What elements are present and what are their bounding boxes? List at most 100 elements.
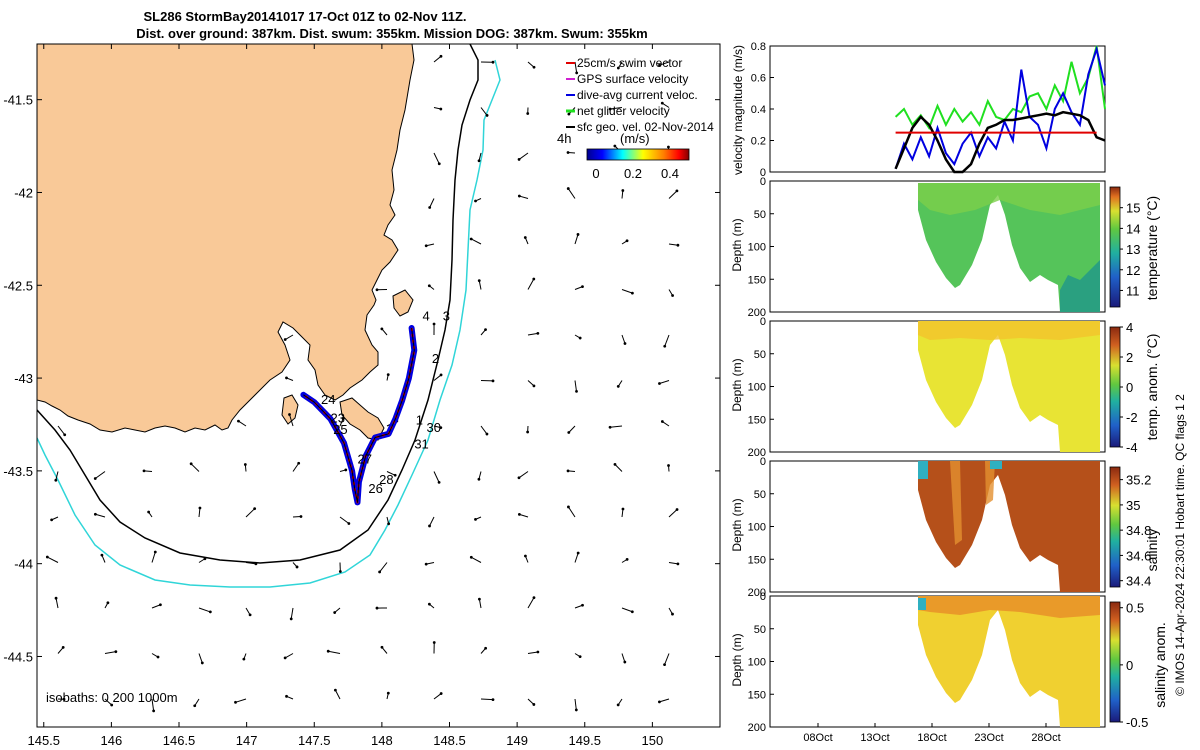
sfc-arrow	[292, 462, 300, 472]
isobaths-label: isobaths: 0 200 1000m	[46, 690, 178, 705]
sfc-arrow	[55, 471, 59, 481]
sfc-arrow-head	[625, 239, 629, 243]
sfc-arrow	[659, 698, 670, 703]
sfc-arrow-head	[667, 464, 670, 467]
sfc-arrow	[386, 471, 396, 476]
salinity-panel: Depth (m) salinity 0 50 100 150 200 34.4 34.6 3…	[730, 456, 1160, 599]
section-ytick-label: 0	[760, 316, 766, 328]
sfc-arrow	[429, 516, 435, 527]
sfc-arrow-head	[198, 506, 202, 510]
sfc-arrow	[568, 425, 576, 433]
sfc-arrow	[668, 509, 678, 518]
sfc-arrow-head	[347, 522, 351, 525]
sfc-arrow	[668, 190, 678, 199]
map-xtick-label: 146	[101, 733, 123, 748]
sfc-arrow-head	[427, 284, 431, 288]
title-line2: Dist. over ground: 387km. Dist. swum: 35…	[136, 26, 648, 41]
sfc-arrow-head	[93, 477, 97, 480]
map-ytick-label: -41.5	[3, 93, 33, 108]
sfc-arrow-head	[581, 603, 584, 607]
sfc-arrow-head	[424, 562, 428, 566]
colorbar-tick-0: 0	[592, 166, 599, 181]
temperature-colorbar	[1109, 186, 1121, 308]
section-panels: Depth (m) temperature (°C) 0501001502001…	[730, 176, 1168, 744]
sfc-arrow-head	[575, 389, 578, 393]
sfc-arrow-head	[432, 322, 436, 326]
sfc-arrow-head	[387, 522, 391, 526]
sfc-arrow	[94, 471, 106, 479]
island-maria	[392, 289, 414, 317]
temp-anomaly-ylabel: Depth (m)	[730, 358, 744, 411]
sfc-arrow-head	[536, 331, 540, 335]
salinity-colorbar	[1109, 466, 1121, 588]
sfc-arrow-head	[567, 505, 570, 509]
sfc-arrow-head	[517, 158, 521, 161]
section-ytick-label: 200	[748, 587, 766, 599]
colorbar-tick-label: -4	[1126, 440, 1138, 455]
sfc-arrow	[151, 604, 161, 609]
sfc-arrow-head	[675, 508, 679, 511]
colorbar-tick-label: 35	[1126, 498, 1140, 513]
sfc-arrow	[480, 107, 488, 116]
sfc-arrow-head	[630, 291, 634, 295]
salinity-ticks: 0 50 100 150 200 34.4 34.6 34.8 35 35.2	[748, 456, 1152, 599]
sfc-arrow	[198, 507, 201, 518]
sfc-arrow-head	[427, 602, 431, 606]
section-ytick-label: 50	[754, 349, 766, 361]
sfc-arrow	[328, 650, 341, 654]
day-label: 27	[358, 451, 372, 466]
temp-anomaly-colorbar	[1109, 326, 1121, 448]
sfc-arrow-head	[517, 476, 521, 480]
sfc-arrow-head	[393, 473, 397, 477]
colorbar-tick-label: 34.8	[1126, 523, 1151, 538]
sfc-arrow-head	[658, 700, 661, 704]
temperature-ylabel: Depth (m)	[730, 218, 744, 271]
map-frame	[36, 43, 721, 728]
salinity-fresh-patch-2	[990, 461, 1002, 469]
sfc-arrow-head	[616, 385, 620, 388]
sfc-arrow	[289, 414, 294, 427]
time-tick-label: 23Oct	[974, 732, 1003, 744]
colorbar-tick-label: 14	[1126, 221, 1140, 236]
sfc-arrow	[55, 598, 59, 609]
sfc-arrow-head	[474, 517, 477, 521]
map-ytick-label: -44	[14, 557, 33, 572]
sfc-arrow-head	[474, 199, 477, 203]
sfc-arrow-head	[243, 463, 247, 466]
salinity-light-streak-2	[985, 461, 995, 505]
velocity-series-line	[894, 45, 1106, 170]
temperature-panel: Depth (m) temperature (°C) 0 50 100 150 200 1…	[730, 176, 1160, 319]
colorbar-tick-label: 11	[1126, 283, 1140, 298]
time-tick-label: 08Oct	[803, 732, 832, 744]
salinity-anomaly-ticks: 0 50 100 150 200 -0.5 0 0.5	[748, 591, 1149, 734]
sfc-arrow-head	[428, 524, 431, 528]
isobath-200m	[37, 44, 479, 564]
sfc-arrow	[527, 332, 538, 336]
sfc-arrow-head	[623, 660, 627, 664]
sfc-arrow-head	[380, 645, 384, 649]
sfc-arrow-head	[437, 480, 441, 484]
colorbar-tick-label: 0	[1126, 380, 1133, 395]
colorbar-tick-label: 34.6	[1126, 548, 1151, 563]
island-bruny	[281, 394, 299, 425]
sfc-arrow-head	[608, 107, 612, 111]
sfc-arrow-head	[526, 430, 530, 434]
sfc-arrow-head	[477, 279, 481, 283]
sfc-arrow	[574, 380, 577, 392]
sfc-arrow-head	[532, 384, 536, 388]
sfc-arrow-head	[439, 373, 443, 377]
sfc-arrow-head	[630, 610, 634, 614]
temperature-field	[918, 183, 1100, 312]
sfc-arrow-head	[484, 328, 487, 332]
sfc-arrow-head	[532, 703, 536, 706]
sfc-arrow-head	[566, 151, 570, 154]
time-tick-label: 28Oct	[1031, 732, 1060, 744]
sfc-arrow-head	[660, 101, 664, 105]
sfc-arrow-head	[524, 554, 527, 558]
sfc-arrow	[659, 380, 670, 385]
colorbar-tick-label: -0.5	[1126, 715, 1148, 730]
day-label: 31	[414, 437, 428, 452]
salinity-light-streak	[950, 461, 962, 545]
